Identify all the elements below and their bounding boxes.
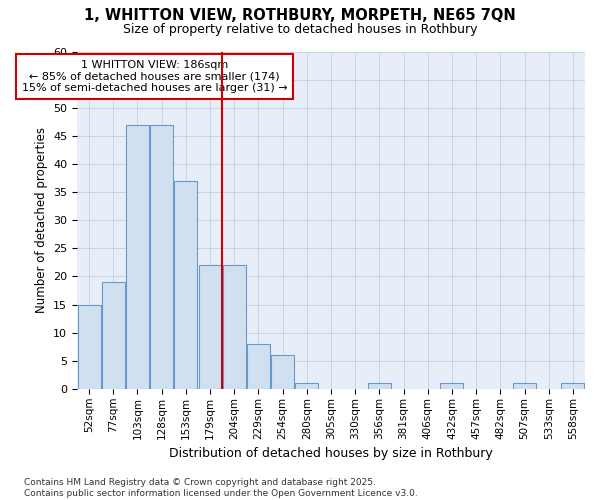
Bar: [199, 265, 221, 389]
Bar: [126, 124, 149, 389]
Bar: [271, 355, 294, 389]
Bar: [175, 181, 197, 389]
Bar: [295, 384, 318, 389]
Bar: [223, 265, 245, 389]
Bar: [102, 282, 125, 389]
X-axis label: Distribution of detached houses by size in Rothbury: Distribution of detached houses by size …: [169, 447, 493, 460]
Bar: [562, 384, 584, 389]
Bar: [247, 344, 270, 389]
Text: 1, WHITTON VIEW, ROTHBURY, MORPETH, NE65 7QN: 1, WHITTON VIEW, ROTHBURY, MORPETH, NE65…: [84, 8, 516, 22]
Text: Contains HM Land Registry data © Crown copyright and database right 2025.
Contai: Contains HM Land Registry data © Crown c…: [24, 478, 418, 498]
Text: Size of property relative to detached houses in Rothbury: Size of property relative to detached ho…: [123, 22, 477, 36]
Bar: [513, 384, 536, 389]
Bar: [440, 384, 463, 389]
Bar: [77, 304, 101, 389]
Text: 1 WHITTON VIEW: 186sqm
← 85% of detached houses are smaller (174)
15% of semi-de: 1 WHITTON VIEW: 186sqm ← 85% of detached…: [22, 60, 287, 93]
Bar: [150, 124, 173, 389]
Bar: [368, 384, 391, 389]
Y-axis label: Number of detached properties: Number of detached properties: [35, 127, 47, 313]
